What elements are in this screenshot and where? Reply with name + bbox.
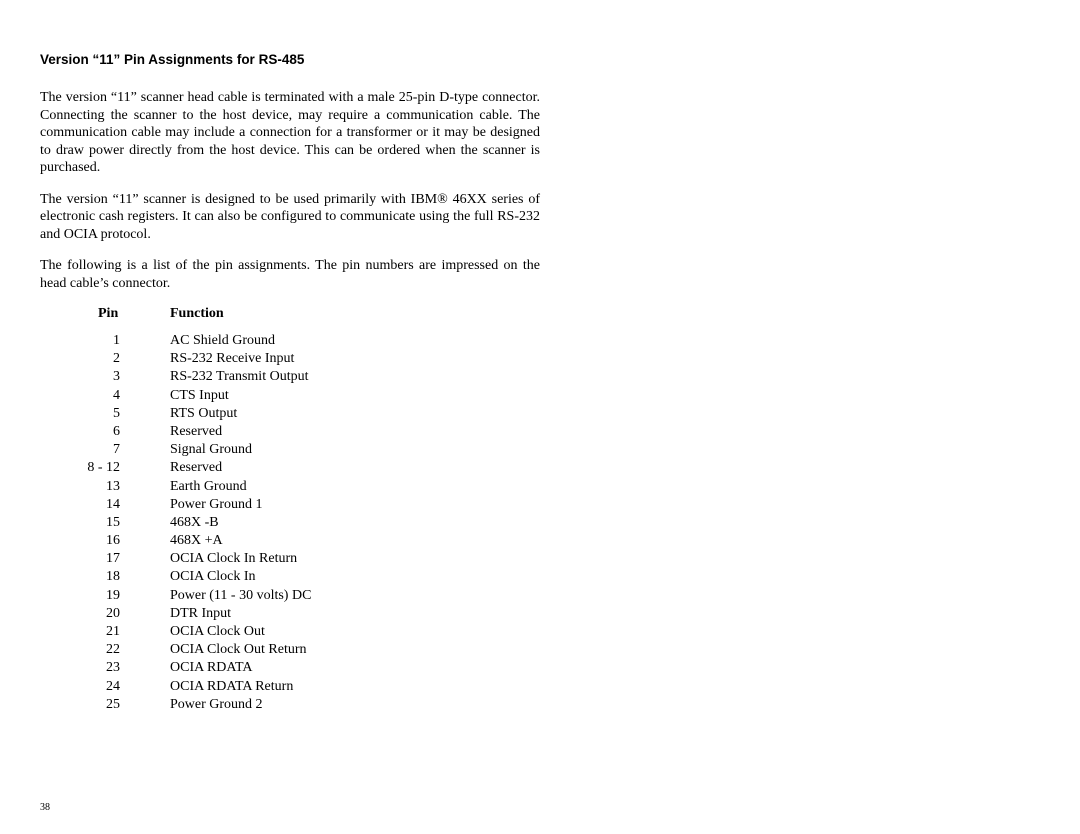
pin-cell: 20 [40,605,170,623]
function-cell: Power Ground 1 [170,496,311,514]
document-page: Version “11” Pin Assignments for RS-485 … [40,52,540,714]
table-row: 8 - 12Reserved [40,459,311,477]
paragraph-3: The following is a list of the pin assig… [40,257,540,292]
table-row: 13Earth Ground [40,478,311,496]
table-row: 15468X -B [40,514,311,532]
pin-cell: 1 [40,332,170,350]
function-cell: Power Ground 2 [170,696,311,714]
paragraph-1: The version “11” scanner head cable is t… [40,89,540,177]
table-row: 6Reserved [40,423,311,441]
page-number: 38 [40,802,50,813]
function-cell: OCIA Clock In Return [170,550,311,568]
pin-cell: 6 [40,423,170,441]
table-row: 2RS-232 Receive Input [40,350,311,368]
table-row: 1AC Shield Ground [40,332,311,350]
pin-cell: 18 [40,568,170,586]
table-row: 16468X +A [40,532,311,550]
function-cell: OCIA Clock Out [170,623,311,641]
function-cell: AC Shield Ground [170,332,311,350]
table-row: 20DTR Input [40,605,311,623]
pin-cell: 19 [40,587,170,605]
pin-cell: 5 [40,405,170,423]
function-cell: OCIA RDATA [170,659,311,677]
function-cell: 468X -B [170,514,311,532]
table-row: 21OCIA Clock Out [40,623,311,641]
function-cell: 468X +A [170,532,311,550]
function-cell: RTS Output [170,405,311,423]
table-row: 3RS-232 Transmit Output [40,368,311,386]
function-cell: OCIA Clock Out Return [170,641,311,659]
table-row: 24OCIA RDATA Return [40,678,311,696]
pin-cell: 3 [40,368,170,386]
table-row: 19Power (11 - 30 volts) DC [40,587,311,605]
table-body: 1AC Shield Ground 2RS-232 Receive Input … [40,332,311,714]
column-header-pin: Pin [40,306,170,332]
pin-cell: 21 [40,623,170,641]
function-cell: DTR Input [170,605,311,623]
pin-cell: 23 [40,659,170,677]
table-row: 14Power Ground 1 [40,496,311,514]
pin-cell: 25 [40,696,170,714]
pin-cell: 13 [40,478,170,496]
section-heading: Version “11” Pin Assignments for RS-485 [40,52,540,67]
table-row: 17OCIA Clock In Return [40,550,311,568]
function-cell: Signal Ground [170,441,311,459]
table-row: 22OCIA Clock Out Return [40,641,311,659]
function-cell: OCIA RDATA Return [170,678,311,696]
function-cell: Power (11 - 30 volts) DC [170,587,311,605]
table-row: 7Signal Ground [40,441,311,459]
table-row: 5RTS Output [40,405,311,423]
function-cell: RS-232 Receive Input [170,350,311,368]
table-row: 25Power Ground 2 [40,696,311,714]
pin-cell: 4 [40,387,170,405]
function-cell: OCIA Clock In [170,568,311,586]
pin-cell: 17 [40,550,170,568]
pin-assignment-table: Pin Function 1AC Shield Ground 2RS-232 R… [40,306,311,714]
pin-cell: 15 [40,514,170,532]
column-header-function: Function [170,306,311,332]
table-header-row: Pin Function [40,306,311,332]
pin-cell: 14 [40,496,170,514]
pin-cell: 7 [40,441,170,459]
paragraph-2: The version “11” scanner is designed to … [40,191,540,244]
function-cell: CTS Input [170,387,311,405]
table-row: 4CTS Input [40,387,311,405]
function-cell: Earth Ground [170,478,311,496]
function-cell: Reserved [170,423,311,441]
table-row: 23OCIA RDATA [40,659,311,677]
pin-cell: 24 [40,678,170,696]
pin-cell: 16 [40,532,170,550]
function-cell: RS-232 Transmit Output [170,368,311,386]
function-cell: Reserved [170,459,311,477]
pin-cell: 2 [40,350,170,368]
pin-cell: 22 [40,641,170,659]
table-row: 18OCIA Clock In [40,568,311,586]
pin-cell: 8 - 12 [40,459,170,477]
